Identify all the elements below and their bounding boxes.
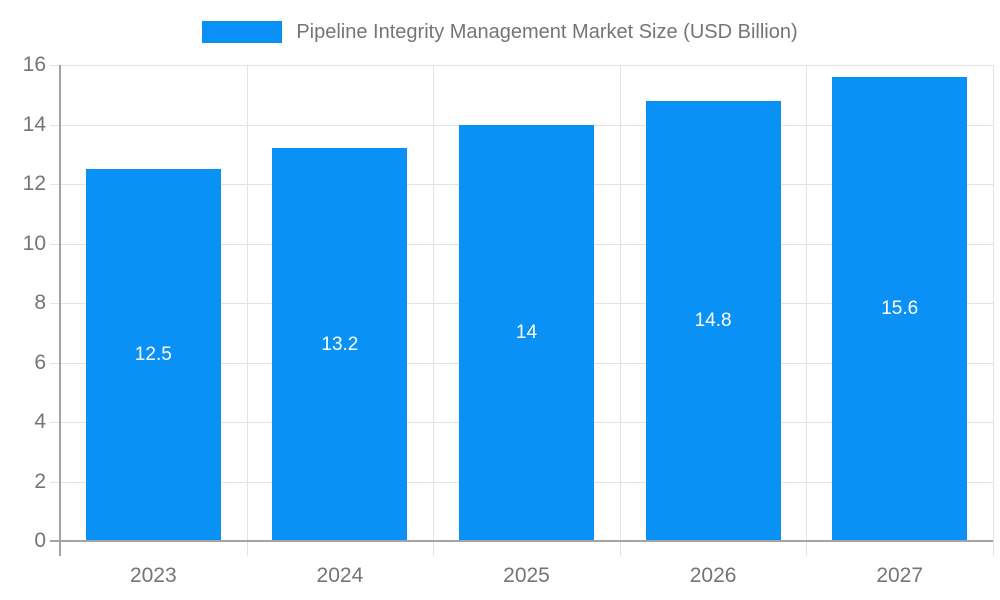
y-axis-line bbox=[59, 65, 61, 556]
bar-2027 bbox=[832, 76, 968, 541]
bar-value-label: 15.6 bbox=[881, 297, 919, 319]
x-gridline bbox=[993, 65, 994, 541]
bar-value-label: 14 bbox=[515, 321, 538, 343]
y-axis-tick-label: 16 bbox=[22, 53, 46, 76]
y-gridline bbox=[60, 65, 993, 66]
x-tick bbox=[246, 541, 248, 556]
x-tick bbox=[619, 541, 621, 556]
x-tick bbox=[433, 541, 435, 556]
y-axis-tick-label: 12 bbox=[22, 172, 46, 195]
y-axis-tick-label: 14 bbox=[22, 112, 46, 136]
y-axis-tick-label: 2 bbox=[34, 469, 46, 493]
legend-swatch bbox=[202, 21, 283, 43]
bar-value-label: 12.5 bbox=[134, 344, 172, 366]
x-tick bbox=[806, 541, 808, 556]
y-tick bbox=[50, 184, 60, 185]
legend-item[interactable]: Pipeline Integrity Management Market Siz… bbox=[0, 20, 1000, 44]
bar-value-label: 14.8 bbox=[694, 309, 732, 331]
y-axis-tick-label: 8 bbox=[34, 291, 46, 314]
x-axis-tick-label: 2023 bbox=[129, 564, 177, 587]
x-tick bbox=[993, 541, 994, 556]
x-gridline bbox=[433, 65, 435, 541]
bar-2024 bbox=[272, 148, 408, 541]
x-axis-tick-label: 2027 bbox=[876, 564, 924, 587]
y-tick bbox=[50, 422, 60, 423]
x-axis-tick-label: 2024 bbox=[316, 564, 364, 587]
y-tick bbox=[50, 243, 60, 245]
bar-2026 bbox=[645, 100, 781, 541]
y-axis-tick-label: 6 bbox=[34, 350, 46, 374]
y-tick bbox=[50, 124, 60, 126]
y-tick bbox=[50, 362, 60, 364]
x-axis-line bbox=[50, 540, 993, 542]
x-axis-tick-label: 2025 bbox=[503, 564, 550, 587]
bar-2025 bbox=[459, 124, 594, 541]
x-gridline bbox=[246, 65, 248, 541]
legend-label: Pipeline Integrity Management Market Siz… bbox=[296, 21, 798, 43]
bar-2023 bbox=[85, 169, 221, 541]
y-tick bbox=[50, 303, 60, 304]
bar-value-label: 13.2 bbox=[321, 333, 359, 355]
y-axis-tick-label: 4 bbox=[34, 410, 46, 433]
y-axis-tick-label: 0 bbox=[34, 529, 46, 552]
x-gridline bbox=[619, 65, 621, 541]
x-gridline bbox=[806, 65, 808, 541]
y-tick bbox=[50, 65, 60, 66]
y-axis-tick-label: 10 bbox=[22, 231, 46, 255]
y-tick bbox=[50, 481, 60, 483]
x-axis-tick-label: 2026 bbox=[689, 564, 737, 587]
